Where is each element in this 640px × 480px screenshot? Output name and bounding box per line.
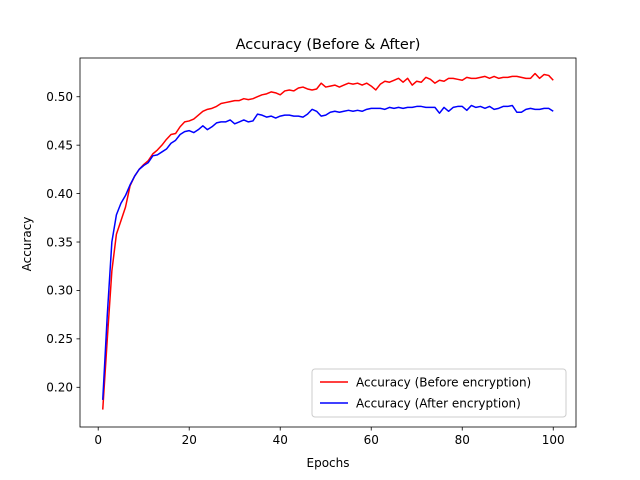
x-axis-title: Epochs [307, 456, 350, 470]
x-tick-label: 60 [364, 433, 379, 447]
series-line-0 [102, 72, 554, 410]
x-tick-label: 0 [94, 433, 102, 447]
x-tick-label: 20 [182, 433, 197, 447]
y-tick-label: 0.40 [46, 187, 73, 201]
x-tick-label: 100 [542, 433, 565, 447]
axes: 0 20 40 60 80 100 0.20 0.25 0.30 0.35 0.40 0.45 0.50 [46, 57, 577, 447]
axes-frame [79, 57, 577, 428]
y-tick-label: 0.50 [46, 90, 73, 104]
y-tick-label: 0.20 [46, 381, 73, 395]
x-tick-label: 80 [455, 433, 470, 447]
chart-title: Accuracy (Before & After) [236, 37, 421, 53]
legend-label-0: Accuracy (Before encryption) [356, 375, 531, 389]
y-tick-label: 0.25 [46, 332, 73, 346]
legend-label-1: Accuracy (After encryption) [356, 396, 521, 410]
legend: Accuracy (Before encryption) Accuracy (Af… [311, 368, 567, 418]
plot-area [102, 72, 554, 410]
legend-box [311, 368, 567, 418]
series-line-1 [102, 104, 554, 400]
y-tick-label: 0.30 [46, 284, 73, 298]
y-axis-title: Accuracy [20, 217, 34, 272]
y-tick-label: 0.35 [46, 235, 73, 249]
x-tick-label: 40 [273, 433, 288, 447]
y-tick-label: 0.45 [46, 138, 73, 152]
